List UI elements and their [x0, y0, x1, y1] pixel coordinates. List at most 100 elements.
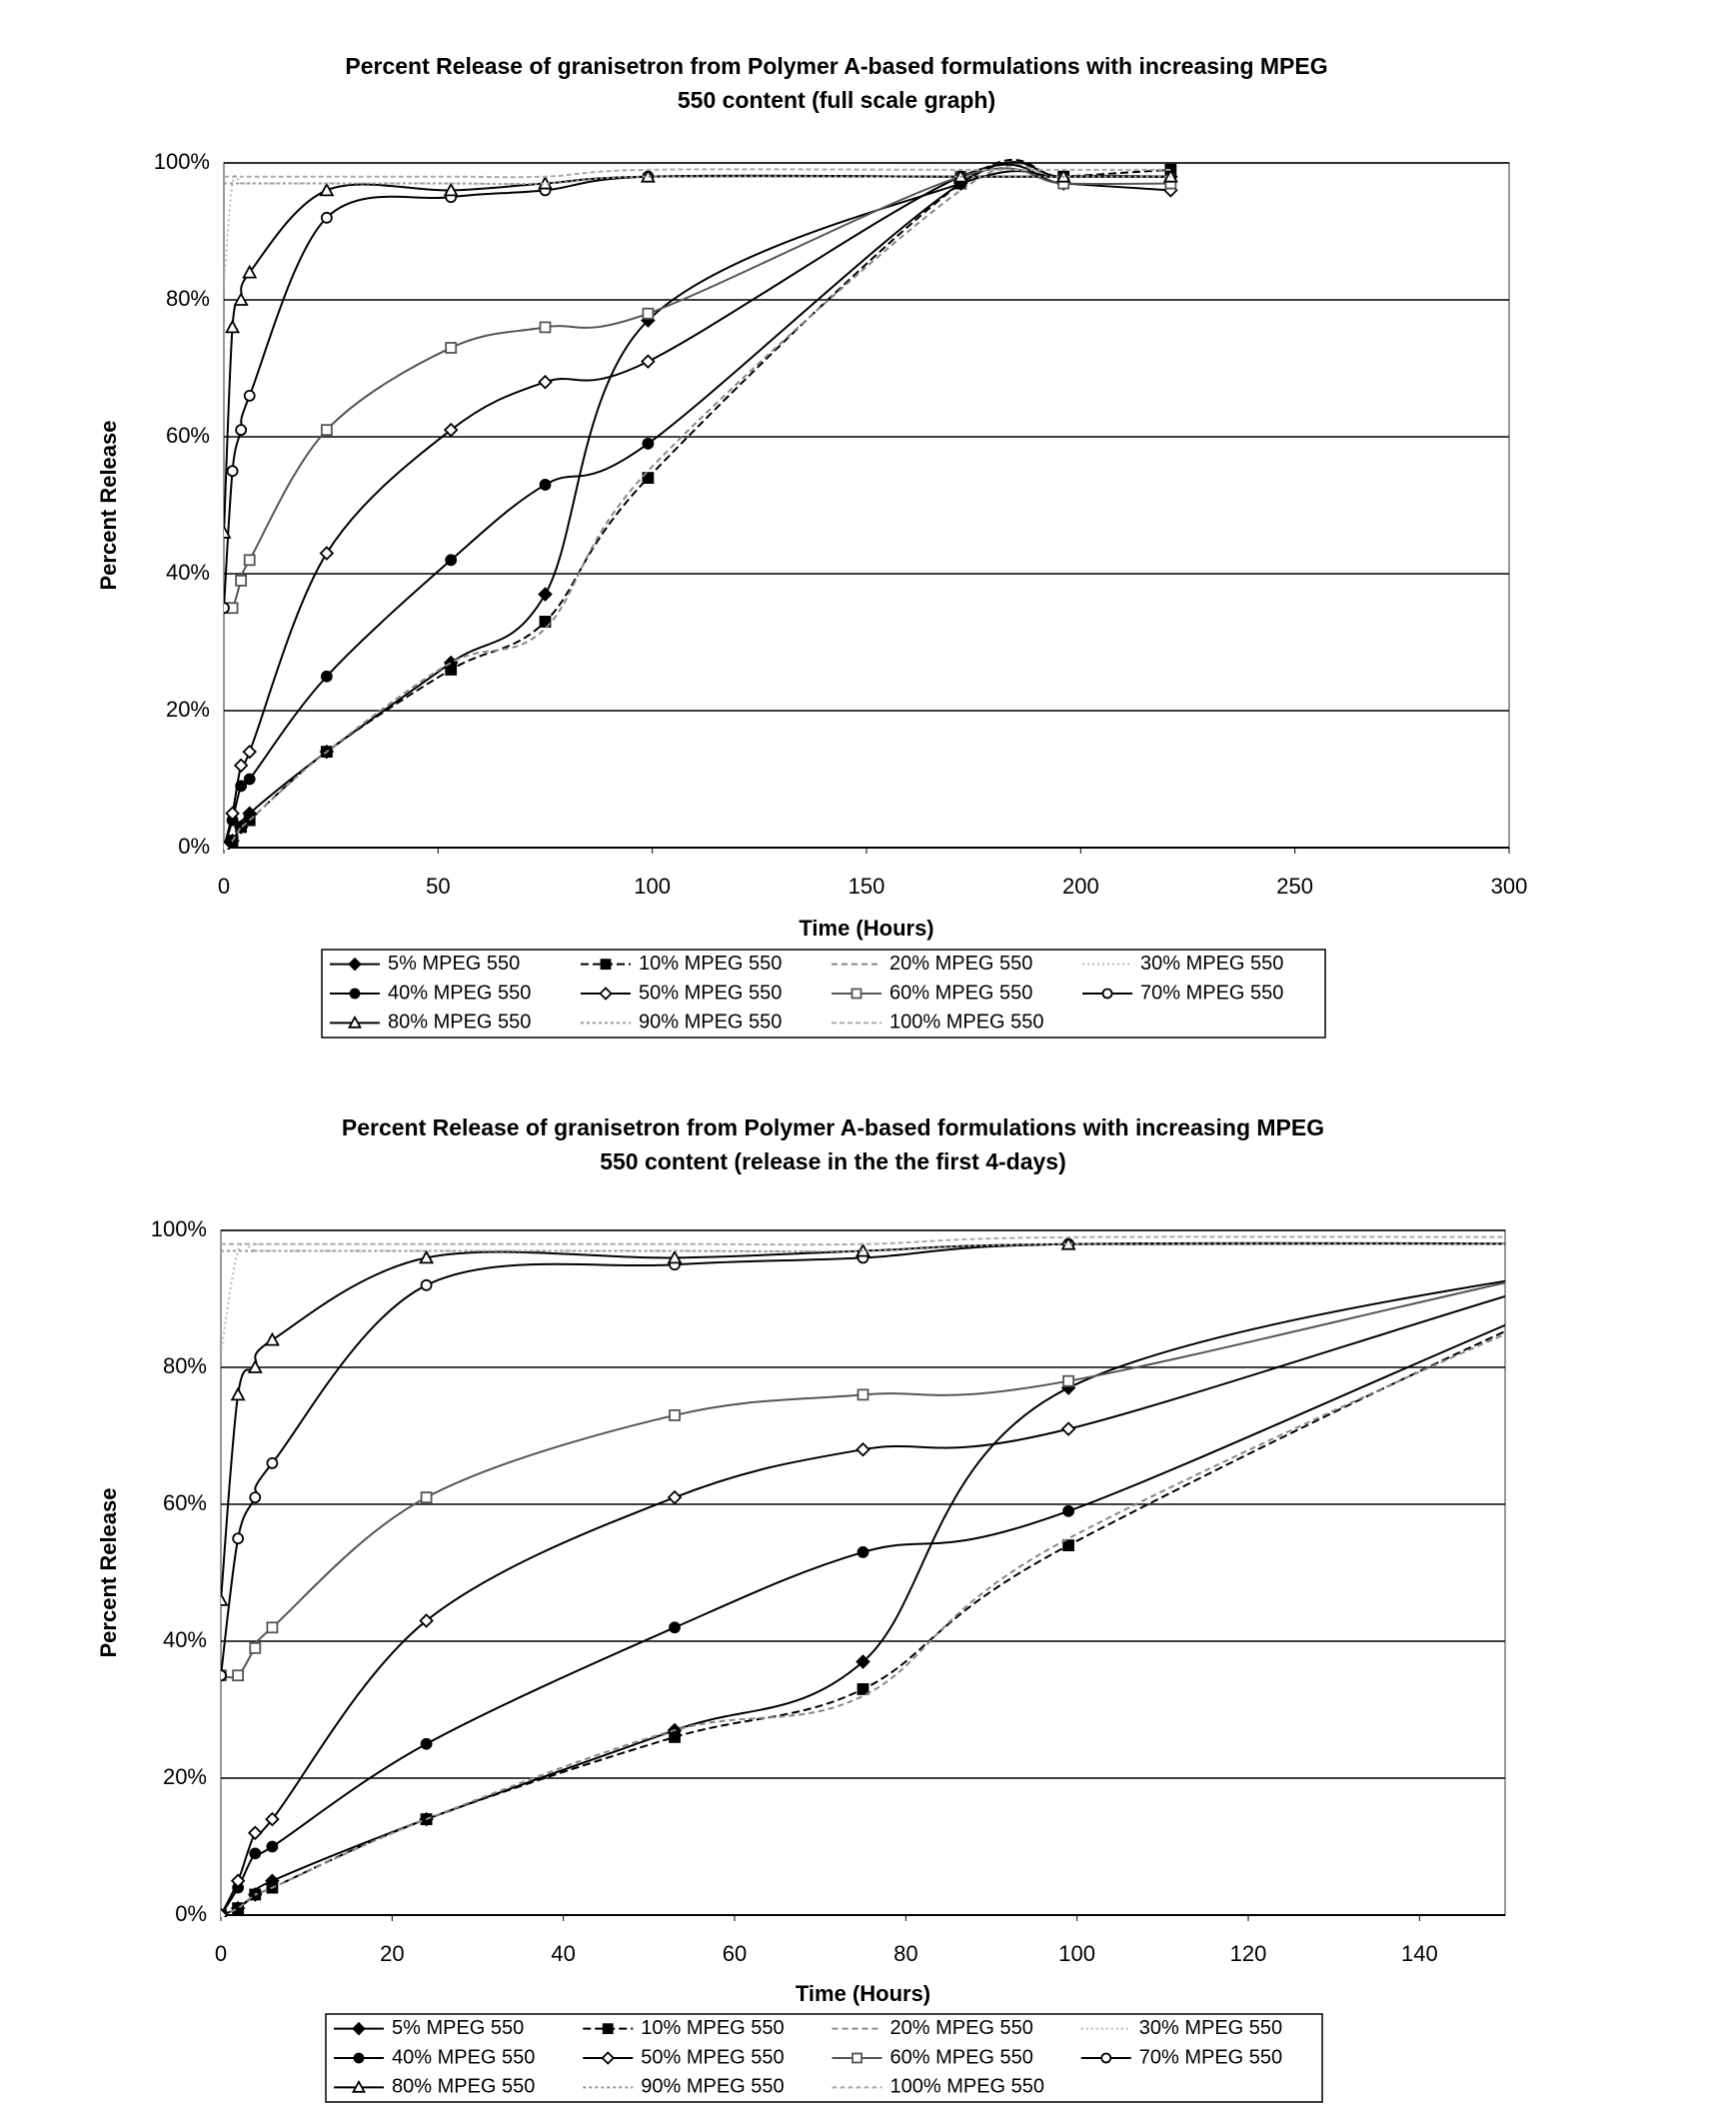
legend-text: 10% MPEG 550: [639, 953, 782, 975]
marker: [250, 1643, 260, 1653]
marker: [1688, 1246, 1698, 1256]
x-tick-label: 60: [723, 1941, 747, 1966]
legend-text: 40% MPEG 550: [392, 2046, 535, 2068]
legend-text: 80% MPEG 550: [388, 1012, 531, 1034]
x-tick-label: 140: [1401, 1941, 1438, 1966]
marker: [1063, 1506, 1073, 1516]
x-tick-label: 200: [1062, 874, 1099, 899]
marker: [670, 1622, 680, 1632]
chart-title: 550 content (release in the the first 4-…: [600, 1148, 1066, 1174]
y-axis-label: Percent Release: [96, 1488, 121, 1658]
marker: [267, 1622, 277, 1632]
marker: [602, 960, 611, 969]
series-line: [221, 1243, 1736, 1600]
y-tick-label: 0%: [175, 1901, 207, 1926]
y-tick-label: 80%: [163, 1353, 207, 1378]
marker: [1687, 1238, 1699, 1250]
marker: [859, 1684, 868, 1694]
legend-text: 50% MPEG 550: [641, 2046, 784, 2068]
y-axis-label: Percent Release: [96, 421, 121, 591]
legend-text: 20% MPEG 550: [889, 953, 1032, 975]
y-tick-label: 20%: [163, 1764, 207, 1789]
marker: [1063, 1540, 1073, 1550]
legend-text: 5% MPEG 550: [388, 953, 520, 975]
chart-title: Percent Release of granisetron from Poly…: [345, 53, 1327, 79]
marker: [540, 589, 552, 601]
x-tick-label: 100: [634, 874, 671, 899]
legend-text: 5% MPEG 550: [392, 2017, 524, 2039]
series-line: [224, 168, 1170, 610]
marker: [853, 2054, 862, 2063]
x-axis-label: Time (Hours): [799, 916, 933, 941]
marker: [245, 775, 255, 785]
marker: [643, 439, 653, 449]
marker: [1688, 1246, 1698, 1256]
y-tick-label: 20%: [166, 697, 210, 722]
marker: [422, 1492, 432, 1502]
plot-area: [221, 1230, 1505, 1915]
x-tick-label: 150: [849, 874, 885, 899]
series-line: [224, 176, 1170, 286]
marker: [446, 665, 456, 675]
legend-text: 90% MPEG 550: [641, 2076, 784, 2098]
plot: [215, 1227, 1736, 1921]
x-tick-label: 0: [218, 874, 230, 899]
x-tick-label: 40: [551, 1941, 575, 1966]
marker: [642, 356, 654, 368]
legend-text: 60% MPEG 550: [890, 2046, 1033, 2068]
plot: [218, 160, 1176, 854]
marker: [266, 1334, 278, 1345]
marker: [233, 1533, 243, 1543]
legend-text: 40% MPEG 550: [388, 982, 531, 1004]
series-line: [224, 171, 1170, 848]
series-line: [224, 165, 1170, 848]
plot-area: [224, 163, 1509, 848]
marker: [228, 466, 238, 476]
legend-text: 30% MPEG 550: [1139, 2017, 1282, 2039]
marker: [1687, 1238, 1699, 1249]
marker: [351, 990, 360, 999]
marker: [245, 391, 255, 401]
marker: [267, 1458, 277, 1468]
marker: [245, 555, 255, 565]
legend-text: 20% MPEG 550: [890, 2017, 1033, 2039]
legend-text: 50% MPEG 550: [639, 982, 782, 1004]
marker: [322, 672, 332, 682]
series-line: [221, 1243, 1736, 1676]
marker: [236, 576, 246, 586]
x-axis-label: Time (Hours): [796, 1981, 930, 2006]
series-line: [224, 165, 1170, 848]
marker: [1101, 2054, 1110, 2063]
chart-panel: 0%20%40%60%80%100%020406080100120140Time…: [96, 1114, 1736, 2102]
marker: [250, 1492, 260, 1502]
y-tick-label: 100%: [154, 149, 210, 174]
marker: [249, 1827, 261, 1839]
y-tick-label: 0%: [178, 834, 210, 859]
series-line: [221, 1232, 1736, 1915]
x-tick-label: 120: [1230, 1941, 1267, 1966]
series-line: [224, 176, 1170, 609]
legend-text: 70% MPEG 550: [1140, 982, 1283, 1004]
legend-text: 80% MPEG 550: [392, 2076, 535, 2098]
marker: [422, 1280, 432, 1290]
marker: [232, 1388, 244, 1399]
marker: [604, 2024, 613, 2033]
marker: [541, 480, 551, 490]
y-tick-label: 100%: [151, 1216, 207, 1241]
marker: [1063, 1376, 1073, 1386]
y-tick-label: 60%: [166, 423, 210, 448]
x-tick-label: 100: [1058, 1941, 1095, 1966]
series-line: [221, 1227, 1736, 1915]
marker: [858, 1443, 869, 1455]
chart-panel: 0%20%40%60%80%100%050100150200250300Time…: [96, 53, 1528, 1038]
marker: [250, 1848, 260, 1858]
y-tick-label: 60%: [163, 1490, 207, 1515]
legend-text: 100% MPEG 550: [889, 1012, 1044, 1034]
marker: [1688, 1239, 1698, 1249]
legend-text: 100% MPEG 550: [890, 2076, 1045, 2098]
marker: [669, 1491, 681, 1503]
marker: [322, 425, 332, 435]
marker: [216, 1670, 226, 1680]
marker: [541, 322, 551, 332]
